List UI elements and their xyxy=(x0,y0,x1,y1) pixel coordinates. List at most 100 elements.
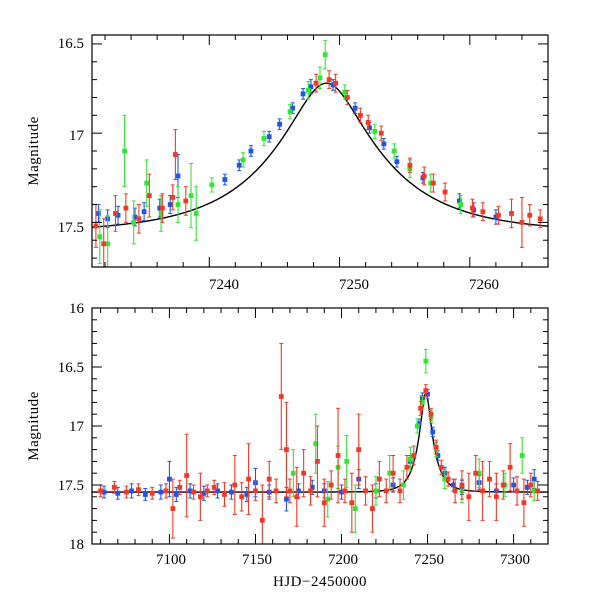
full-blue-point-6 xyxy=(173,486,179,503)
zoom-blue-point-15 xyxy=(308,79,314,95)
zoom-green-point-21 xyxy=(458,195,464,214)
full-red-point-25 xyxy=(301,449,307,498)
full-red-point-35 xyxy=(370,484,375,533)
full-red-point-54 xyxy=(493,472,499,521)
full-red-point-42 xyxy=(418,400,424,416)
full-red-point-9 xyxy=(191,484,196,500)
full-data-points xyxy=(98,342,541,544)
full-x-tick-label-7100: 7100 xyxy=(156,552,186,568)
zoom-red-point-5 xyxy=(146,173,152,218)
zoom-blue-point-10 xyxy=(248,145,254,157)
full-red-point-45 xyxy=(433,439,439,455)
zoom-red-point-14 xyxy=(357,107,363,123)
zoom-red-point-10 xyxy=(313,73,319,93)
zoom-red-point-3 xyxy=(123,193,129,223)
full-red-point-28 xyxy=(321,478,327,527)
zoom-red-point-4 xyxy=(136,204,142,234)
full-axis-ticks xyxy=(92,307,549,545)
full-red-point-38 xyxy=(390,455,396,492)
full-x-tick-label-7300: 7300 xyxy=(500,552,530,568)
zoom-y-tick-label-17: 17 xyxy=(69,128,85,144)
full-red-point-21 xyxy=(278,342,284,451)
zoom-blue-point-2 xyxy=(115,205,121,225)
full-x-tick-label-7250: 7250 xyxy=(414,552,444,568)
zoom-red-point-13 xyxy=(344,89,350,106)
zoom-green-point-2 xyxy=(122,114,127,188)
full-green-point-17 xyxy=(476,458,482,488)
full-red-point-1 xyxy=(111,480,117,494)
full-plot-frame xyxy=(91,307,549,545)
zoom-red-point-17 xyxy=(407,157,413,173)
full-green-point-5 xyxy=(352,484,358,533)
full-red-point-30 xyxy=(335,407,341,504)
zoom-green-point-6 xyxy=(175,186,181,223)
full-red-point-44 xyxy=(428,407,434,421)
full-x-tick-label-7200: 7200 xyxy=(328,552,358,568)
full-red-point-6 xyxy=(170,478,176,539)
full-red-point-27 xyxy=(315,425,320,498)
zoom-blue-point-12 xyxy=(277,118,283,131)
x-axis-title: HJD−2450000 xyxy=(273,574,367,590)
full-green-point-20 xyxy=(531,480,537,501)
zoom-blue-point-9 xyxy=(236,159,242,172)
zoom-green-point-10 xyxy=(240,152,246,168)
zoom-y-tick-label-16.5: 16.5 xyxy=(58,36,84,52)
full-red-point-40 xyxy=(404,455,410,480)
full-red-point-5 xyxy=(163,483,169,499)
full-red-point-50 xyxy=(466,472,472,521)
full-red-point-51 xyxy=(473,455,479,492)
full-red-point-46 xyxy=(438,459,444,475)
zoom-green-point-15 xyxy=(322,39,328,70)
zoom-green-point-7 xyxy=(188,162,194,229)
full-y-axis-title: Magnitude xyxy=(26,391,42,461)
full-red-point-47 xyxy=(445,471,451,487)
full-red-point-37 xyxy=(383,478,389,504)
full-red-point-15 xyxy=(239,482,245,512)
full-red-point-29 xyxy=(328,470,334,500)
full-y-tick-label-17: 17 xyxy=(69,419,85,435)
zoom-red-point-7 xyxy=(170,184,176,211)
zoom-red-point-22 xyxy=(480,202,486,222)
full-red-point-53 xyxy=(487,460,492,498)
full-red-point-41 xyxy=(411,445,417,466)
full-green-point-8 xyxy=(401,470,406,500)
full-blue-point-0 xyxy=(101,485,107,499)
full-green-point-9 xyxy=(407,446,413,472)
full-red-point-10 xyxy=(198,472,203,521)
full-red-point-36 xyxy=(376,460,382,498)
full-blue-point-26 xyxy=(430,426,436,438)
full-red-point-52 xyxy=(480,460,486,521)
full-blue-point-9 xyxy=(215,483,221,499)
zoom-green-point-4 xyxy=(144,159,150,207)
full-red-point-24 xyxy=(294,466,300,527)
zoom-red-point-2 xyxy=(113,195,118,232)
zoom-red-point-19 xyxy=(430,173,436,193)
full-y-tick-label-16: 16 xyxy=(69,301,85,317)
zoom-blue-point-19 xyxy=(381,138,387,150)
zoom-axis-ticks xyxy=(92,35,549,267)
full-green-point-6 xyxy=(373,476,379,506)
full-green-point-2 xyxy=(325,480,331,518)
zoom-green-point-11 xyxy=(261,130,267,147)
full-red-point-8 xyxy=(184,433,190,518)
zoom-blue-point-8 xyxy=(222,173,228,186)
zoom-model-curve xyxy=(92,82,548,228)
full-red-point-14 xyxy=(232,455,238,515)
full-red-point-7 xyxy=(177,479,183,495)
zoom-blue-point-16 xyxy=(330,79,336,91)
zoom-red-point-6 xyxy=(159,193,165,223)
zoom-red-point-25 xyxy=(519,196,525,248)
full-red-point-33 xyxy=(356,413,362,486)
full-red-point-60 xyxy=(535,480,541,501)
full-blue-point-7 xyxy=(187,483,193,499)
full-y-tick-label-18: 18 xyxy=(69,537,84,553)
full-green-point-10 xyxy=(414,418,420,434)
full-red-point-39 xyxy=(397,478,403,504)
full-blue-point-5 xyxy=(167,460,172,498)
full-red-point-57 xyxy=(514,476,520,506)
zoom-green-point-3 xyxy=(131,200,137,245)
zoom-green-point-12 xyxy=(287,104,293,120)
zoom-red-point-24 xyxy=(509,198,514,229)
zoom-blue-point-4 xyxy=(141,202,147,222)
zoom-blue-point-20 xyxy=(394,155,400,168)
